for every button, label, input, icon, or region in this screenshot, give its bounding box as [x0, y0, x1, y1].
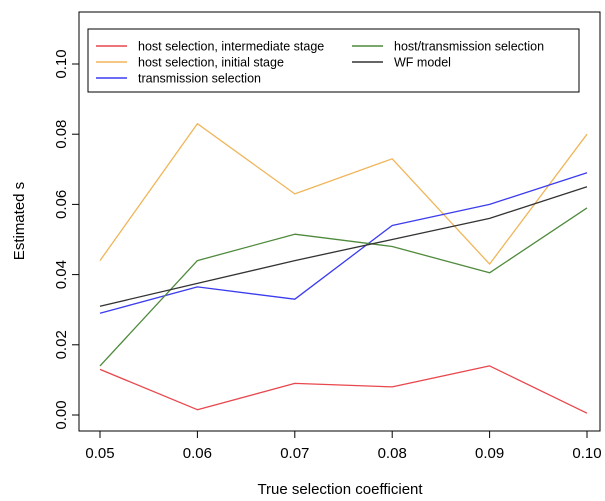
- legend-label: transmission selection: [138, 72, 261, 86]
- series-line-2: [99, 123, 588, 265]
- legend-label: host/transmission selection: [394, 40, 544, 54]
- y-tick-label: 0.02: [53, 330, 70, 359]
- x-tick-label: 0.05: [85, 445, 114, 462]
- x-tick-label: 0.10: [572, 445, 601, 462]
- y-tick-label: 0.08: [53, 120, 70, 149]
- legend-label: host selection, initial stage: [138, 56, 284, 70]
- series-lines: [99, 123, 588, 414]
- y-axis: 0.00 0.02 0.04 0.06 0.08 0.10: [53, 49, 80, 430]
- y-tick-label: 0.00: [53, 400, 70, 429]
- series-line-3: [99, 172, 588, 314]
- y-tick-label: 0.06: [53, 190, 70, 219]
- x-tick-label: 0.06: [183, 445, 212, 462]
- x-axis-label: True selection coefficient: [257, 481, 423, 498]
- series-line-5: [99, 186, 588, 307]
- x-tick-label: 0.07: [280, 445, 309, 462]
- x-tick-label: 0.08: [378, 445, 407, 462]
- y-tick-label: 0.04: [53, 260, 70, 289]
- x-tick-label: 0.09: [475, 445, 504, 462]
- legend: host selection, intermediate stage host s…: [87, 28, 580, 93]
- legend-label: host selection, intermediate stage: [138, 40, 324, 54]
- y-axis-label: Estimated s: [11, 182, 28, 260]
- series-line-1: [99, 365, 588, 414]
- legend-label: WF model: [394, 56, 451, 70]
- series-line-4: [99, 207, 588, 367]
- legend-box: [87, 28, 580, 93]
- x-axis: 0.05 0.06 0.07 0.08 0.09 0.10: [85, 430, 602, 462]
- y-tick-label: 0.10: [53, 49, 70, 78]
